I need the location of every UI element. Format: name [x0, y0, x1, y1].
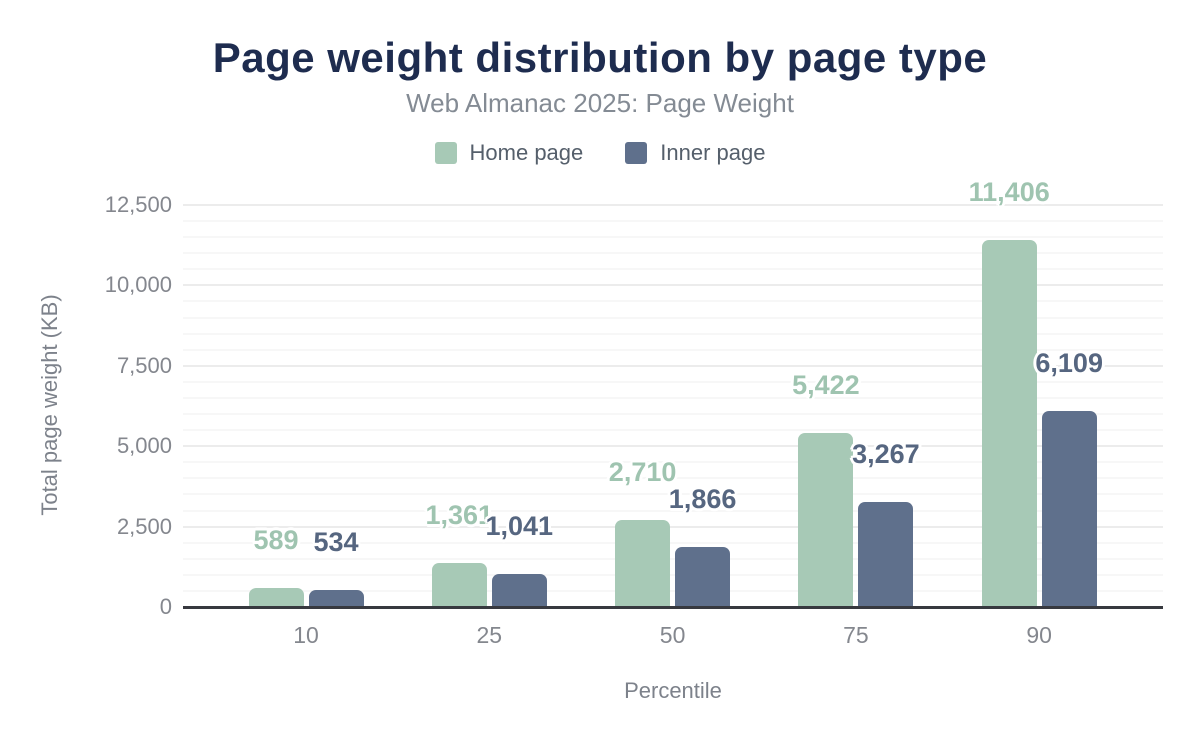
bar-inner-page-p50[interactable]	[675, 546, 731, 607]
chart-subtitle: Web Almanac 2025: Page Weight	[406, 88, 794, 118]
y-tick-label: 5,000	[116, 433, 172, 459]
gridline	[183, 348, 1163, 351]
gridline	[183, 396, 1163, 399]
x-axis-title: Percentile	[624, 678, 722, 703]
gridline	[183, 461, 1163, 464]
gridline	[183, 493, 1163, 496]
gridline	[183, 236, 1163, 239]
gridline	[183, 557, 1163, 560]
gridline	[183, 380, 1163, 383]
legend-label: Inner page	[660, 140, 766, 165]
gridline	[183, 541, 1163, 544]
y-axis-title: Total page weight (KB)	[37, 294, 62, 516]
gridline	[183, 477, 1163, 480]
bar-home-page-p50[interactable]	[615, 519, 671, 607]
gridline	[183, 252, 1163, 255]
legend-label: Home page	[469, 140, 584, 165]
gridline	[183, 429, 1163, 432]
bar-value-label: 6,109	[1035, 347, 1103, 378]
gridline	[183, 509, 1163, 512]
gridline	[183, 316, 1163, 319]
bar-value-label: 1,866	[668, 483, 737, 514]
y-tick-label: 12,500	[104, 192, 172, 217]
y-tick-label: 0	[159, 594, 172, 619]
bar-value-label: 1,361	[425, 500, 494, 531]
bar-inner-page-p10[interactable]	[308, 589, 364, 607]
bar-value-label: 3,267	[852, 438, 920, 469]
gridline	[183, 413, 1163, 416]
bar-value-label: 11,406	[968, 177, 1050, 208]
legend: Home page Inner page	[0, 140, 1200, 166]
gridline	[183, 589, 1163, 592]
gridline	[183, 300, 1163, 303]
bar-inner-page-p25[interactable]	[491, 573, 547, 607]
home-page-swatch-icon	[434, 142, 457, 164]
x-tick-label: 50	[659, 622, 686, 648]
bar-value-label: 1,041	[485, 510, 554, 541]
gridline	[183, 332, 1163, 335]
x-axis-line	[183, 606, 1163, 609]
bar-value-label: 589	[253, 525, 299, 556]
legend-item-inner-page[interactable]: Inner page	[625, 140, 765, 166]
chart-title: Page weight distribution by page type	[212, 34, 988, 81]
bar-home-page-p75[interactable]	[798, 432, 854, 607]
y-tick-label: 10,000	[104, 272, 172, 298]
bar-home-page-p90[interactable]	[981, 240, 1037, 607]
bar-value-label: 5,422	[792, 369, 860, 400]
gridline	[183, 220, 1163, 223]
gridline	[183, 284, 1163, 287]
gridline	[183, 573, 1163, 576]
x-tick-label: 90	[1026, 622, 1052, 648]
gridline	[183, 268, 1163, 271]
inner-page-swatch-icon	[625, 142, 648, 164]
bar-value-label: 534	[313, 526, 359, 557]
y-tick-label: 2,500	[116, 513, 172, 539]
gridline	[183, 445, 1163, 448]
bar-inner-page-p75[interactable]	[858, 501, 914, 607]
bar-inner-page-p90[interactable]	[1041, 410, 1097, 607]
x-tick-label: 10	[293, 622, 319, 648]
gridline	[183, 364, 1163, 367]
gridline	[183, 204, 1163, 206]
y-tick-label: 7,500	[116, 352, 172, 378]
x-tick-label: 75	[843, 622, 869, 648]
gridline	[183, 525, 1163, 528]
bar-value-label: 2,710	[608, 456, 677, 487]
bar-home-page-p25[interactable]	[431, 563, 487, 607]
bar-home-page-p10[interactable]	[248, 588, 304, 607]
legend-item-home-page[interactable]: Home page	[434, 140, 584, 166]
x-tick-label: 25	[476, 622, 503, 648]
